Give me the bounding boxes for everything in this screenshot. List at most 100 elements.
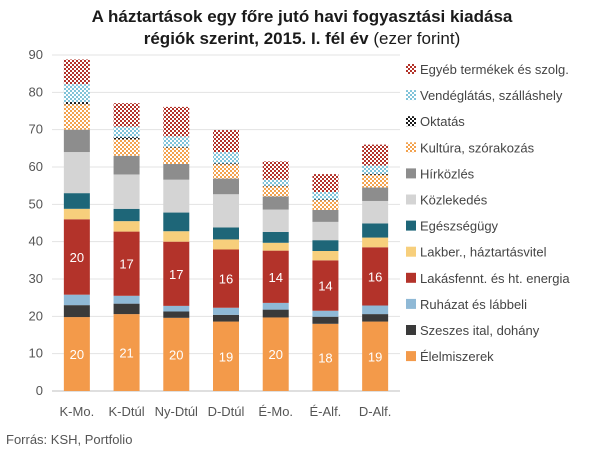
bar-segment-vendeglatas-szallashely (213, 152, 239, 164)
legend-label-szeszes-ital-dohany: Szeszes ital, dohány (420, 323, 540, 338)
x-tick-label: É-Mo. (258, 404, 293, 419)
bar-segment-egeszsegugy (262, 231, 289, 243)
bar-segment-lakasfennt-es-ht-energia (163, 241, 190, 306)
bar-segment-vendeglatas-szallashely (312, 192, 339, 200)
data-label: 20 (70, 347, 84, 362)
legend-swatch-egeszsegugy (406, 220, 416, 231)
bar-segment-egeszsegugy (312, 240, 339, 251)
data-label: 17 (119, 257, 133, 272)
bar-segment-oktatas (213, 163, 239, 165)
bar-segment-szeszes-ital-dohany (63, 305, 90, 318)
bar-segment-vendeglatas-szallashely (163, 136, 190, 147)
legend-label-hirkozles: Hírközlés (420, 166, 475, 181)
bar-segment-lakber-haztartasvitel (362, 237, 389, 248)
bar-segment-lakasfennt-es-ht-energia (213, 249, 239, 308)
data-label: 20 (268, 347, 282, 362)
legend-label-lakber-haztartasvitel: Lakber., háztartásvitel (420, 245, 547, 260)
legend-label-lakasfennt-es-ht-energia: Lakásfennt. és ht. energia (420, 271, 570, 286)
bar-segment-ruhazat-es-labbeli (163, 305, 190, 312)
x-tick-label: D-Dtúl (208, 404, 245, 419)
legend-swatch-kozlekedes (406, 194, 416, 205)
bar-segment-lakasfennt-es-ht-energia (262, 250, 289, 303)
bar-segment-ruhazat-es-labbeli (262, 302, 289, 310)
data-label: 16 (219, 272, 233, 287)
bar-segment-kozlekedes (113, 174, 140, 209)
x-tick-label: K-Mo. (60, 404, 95, 419)
bar-segment-lakber-haztartasvitel (113, 221, 140, 232)
bar-segment-ruhazat-es-labbeli (63, 294, 90, 306)
bar-segment-elelmiszerek (63, 317, 90, 391)
bar-segment-ruhazat-es-labbeli (312, 310, 339, 317)
bar-segment-egeszsegugy (63, 193, 90, 209)
x-tick-label: É-Alf. (310, 404, 342, 419)
bar-segment-hirkozles (63, 129, 90, 153)
bar-segment-kozlekedes (312, 221, 339, 241)
legend-swatch-ruhazat-es-labbeli (406, 298, 416, 309)
chart-title-line-2-bold: régiók szerint, 2015. I. fél év (144, 29, 369, 48)
bar-segment-elelmiszerek (362, 321, 389, 391)
data-label: 19 (219, 349, 233, 364)
bar-segment-egeszsegugy (113, 208, 140, 222)
y-tick-label: 0 (36, 383, 43, 398)
bar-segment-hirkozles (113, 155, 140, 175)
bar-segment-lakasfennt-es-ht-energia (312, 260, 339, 311)
data-label: 19 (368, 349, 382, 364)
x-axis: K-Mo. K-Dtúl Ny-Dtúl D-Dtúl É-Mo. É-Alf. D-Alf… (60, 404, 392, 419)
data-label: 21 (119, 346, 133, 361)
bar-segment-hirkozles (163, 164, 190, 180)
bar-segment-egeszsegugy (213, 227, 239, 240)
source-note: Forrás: KSH, Portfolio (6, 432, 132, 447)
bar-segment-egyeb-termekek-es-szolg (63, 59, 90, 85)
data-label: 18 (318, 350, 332, 365)
bar-segment-vendeglatas-szallashely (362, 165, 389, 174)
legend-swatch-egyeb-termekek-es-szolg (406, 64, 416, 74)
y-tick-label: 30 (29, 271, 43, 286)
bar-segment-szeszes-ital-dohany (113, 303, 140, 315)
legend-swatch-vendeglatas-szallashely (406, 90, 416, 101)
legend-swatch-oktatas (406, 116, 416, 127)
bar-segment-vendeglatas-szallashely (262, 179, 289, 186)
bar-segment-egyeb-termekek-es-szolg (312, 174, 339, 193)
chart-title-line-2: régiók szerint, 2015. I. fél év (ezer fo… (144, 29, 461, 48)
bar-segment-oktatas (163, 146, 190, 148)
bar-segment-hirkozles (213, 178, 239, 195)
bar-segment-egeszsegugy (362, 223, 389, 238)
legend-label-kozlekedes: Közlekedés (420, 193, 488, 208)
y-tick-label: 20 (29, 308, 43, 323)
bar-segment-ruhazat-es-labbeli (213, 307, 239, 315)
legend-swatch-lakasfennt-es-ht-energia (406, 272, 416, 283)
bar-segment-ruhazat-es-labbeli (362, 305, 389, 315)
bar-segment-szeszes-ital-dohany (362, 314, 389, 322)
legend-label-oktatas: Oktatás (420, 114, 465, 129)
legend-label-vendeglatas-szallashely: Vendéglátás, szálláshely (420, 88, 563, 103)
bar-segment-szeszes-ital-dohany (213, 314, 239, 322)
legend-label-kultura-szorakozas: Kultúra, szórakozás (420, 140, 535, 155)
bar-segment-egyeb-termekek-es-szolg (213, 130, 239, 153)
bar-segment-elelmiszerek (312, 323, 339, 391)
y-tick-label: 40 (29, 234, 43, 249)
legend-swatch-kultura-szorakozas (406, 142, 416, 153)
y-tick-label: 10 (29, 346, 43, 361)
bar-segment-kozlekedes (63, 152, 90, 194)
chart-title-line-1: A háztartások egy főre jutó havi fogyasz… (92, 7, 513, 26)
data-labels: 20 20 21 17 20 17 19 16 20 14 18 14 19 16 (70, 250, 383, 365)
bar-segment-egyeb-termekek-es-szolg (113, 103, 140, 127)
bar-segment-lakber-haztartasvitel (163, 231, 190, 242)
bar-segment-elelmiszerek (262, 317, 289, 391)
bar-segment-lakasfennt-es-ht-energia (362, 247, 389, 306)
bar-segment-hirkozles (262, 196, 289, 210)
bar-segment-szeszes-ital-dohany (262, 309, 289, 318)
legend-label-ruhazat-es-labbeli: Ruházat és lábbeli (420, 297, 527, 312)
bar-segment-lakber-haztartasvitel (312, 251, 339, 261)
bar-segment-egeszsegugy (163, 212, 190, 232)
bar-segment-kultura-szorakozas (63, 104, 90, 130)
bar-segment-kultura-szorakozas (113, 139, 140, 156)
bar-segment-szeszes-ital-dohany (312, 316, 339, 324)
bar-segment-kozlekedes (262, 209, 289, 232)
x-tick-label: Ny-Dtúl (155, 404, 198, 419)
y-tick-label: 90 (29, 47, 43, 62)
bar-segment-egyeb-termekek-es-szolg (362, 144, 389, 166)
x-tick-label: K-Dtúl (109, 404, 145, 419)
bar-segment-lakasfennt-es-ht-energia (63, 219, 90, 295)
bar-segment-ruhazat-es-labbeli (113, 295, 140, 304)
